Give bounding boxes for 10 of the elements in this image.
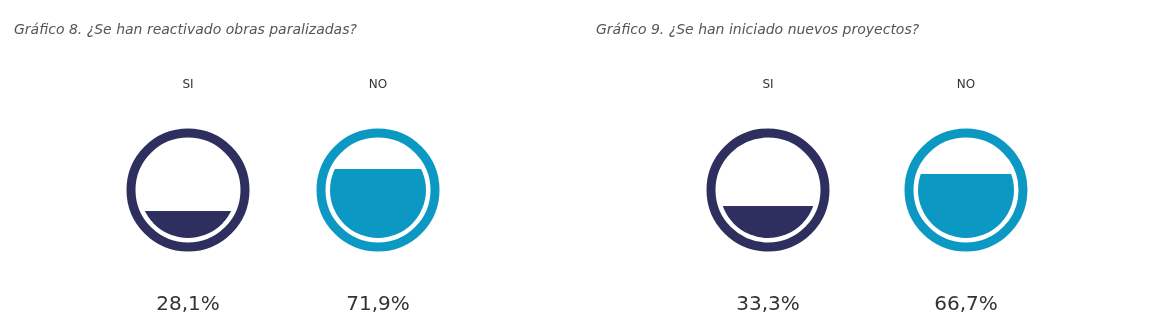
data-label: 66,7%: [934, 291, 998, 315]
category-label: SI: [182, 77, 194, 91]
data-label: 33,3%: [736, 291, 800, 315]
data-label: 28,1%: [156, 291, 220, 315]
category-label: NO: [956, 77, 976, 91]
data-label: 71,9%: [346, 291, 410, 315]
category-label: SI: [762, 77, 774, 91]
text: Gráfico 8. ¿Se han reactivado obras paralizadas?: [14, 21, 358, 37]
text: Gráfico 9. ¿Se han iniciado nuevos proyectos?: [596, 21, 920, 37]
category-label: NO: [368, 77, 388, 91]
